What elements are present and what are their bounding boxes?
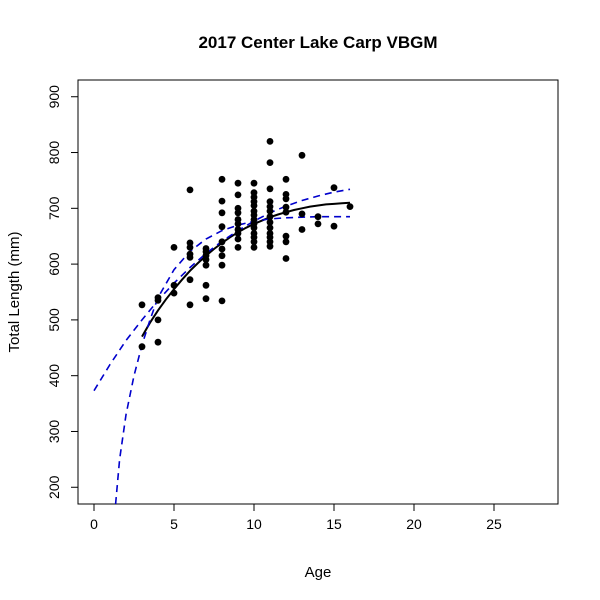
- data-point: [282, 238, 290, 246]
- data-point: [282, 203, 290, 211]
- data-point: [138, 301, 146, 309]
- chart-title: 2017 Center Lake Carp VBGM: [198, 33, 437, 52]
- data-point: [218, 261, 226, 269]
- x-tick-label: 20: [406, 516, 422, 532]
- data-point: [314, 213, 322, 221]
- data-point: [154, 316, 162, 324]
- data-point: [202, 281, 210, 289]
- y-tick-label: 200: [46, 475, 62, 499]
- data-point: [218, 245, 226, 253]
- y-tick-label: 800: [46, 141, 62, 165]
- data-point: [138, 343, 146, 351]
- data-point: [250, 224, 258, 232]
- x-tick-label: 5: [170, 516, 178, 532]
- data-point: [250, 202, 258, 209]
- data-point: [234, 191, 242, 199]
- data-point: [186, 254, 194, 261]
- y-tick-label: 300: [46, 420, 62, 444]
- data-point: [282, 208, 290, 216]
- confidence-band-1: [93, 188, 351, 392]
- data-point: [266, 138, 274, 145]
- data-point: [170, 289, 178, 297]
- y-tick-label: 500: [46, 308, 62, 332]
- data-point: [186, 276, 194, 284]
- confidence-band-2: [114, 215, 350, 504]
- data-point: [266, 185, 274, 193]
- data-point: [218, 297, 226, 305]
- data-point: [202, 256, 210, 263]
- data-point: [186, 244, 194, 251]
- data-point: [282, 255, 290, 262]
- data-point: [330, 222, 338, 230]
- data-point: [266, 198, 274, 206]
- data-point: [154, 338, 162, 346]
- data-point: [234, 235, 242, 243]
- fit-curves: [93, 188, 351, 504]
- data-point: [186, 301, 194, 309]
- data-point: [314, 220, 322, 228]
- data-point: [218, 175, 226, 183]
- data-point: [298, 226, 306, 233]
- y-axis-label: Total Length (mm): [6, 232, 23, 353]
- data-point: [234, 220, 242, 228]
- plot-frame: [77, 79, 559, 505]
- x-tick-label: 15: [326, 516, 342, 532]
- data-point: [298, 210, 306, 218]
- x-axis: 0 5 10 15 20 25: [90, 503, 502, 532]
- data-point: [250, 179, 258, 187]
- y-tick-label: 600: [46, 252, 62, 276]
- data-point: [266, 159, 274, 167]
- data-point: [218, 252, 226, 260]
- x-tick-label: 25: [486, 516, 502, 532]
- data-point: [186, 186, 194, 194]
- data-point: [330, 184, 338, 192]
- data-points: [138, 138, 354, 351]
- data-point: [234, 244, 242, 251]
- data-point: [266, 213, 274, 221]
- data-point: [298, 151, 306, 159]
- data-point: [218, 223, 226, 231]
- y-tick-label: 900: [46, 85, 62, 109]
- data-point: [202, 261, 210, 269]
- x-tick-label: 10: [246, 516, 262, 532]
- data-point: [234, 209, 242, 217]
- data-point: [202, 295, 210, 303]
- data-point: [250, 238, 258, 246]
- x-tick-label: 0: [90, 516, 98, 532]
- x-axis-label: Age: [305, 564, 332, 581]
- data-point: [266, 224, 274, 232]
- data-point: [234, 230, 242, 237]
- data-point: [266, 242, 274, 250]
- data-point: [282, 195, 290, 203]
- data-point: [266, 207, 274, 215]
- y-tick-label: 400: [46, 364, 62, 388]
- y-tick-label: 700: [46, 196, 62, 220]
- data-point: [170, 281, 178, 289]
- data-point: [282, 175, 290, 183]
- data-point: [154, 297, 162, 304]
- data-point: [234, 179, 242, 187]
- data-point: [266, 218, 274, 226]
- y-axis: 200 300 400 500 600 700 800 900: [46, 85, 79, 499]
- data-point: [218, 197, 226, 205]
- data-point: [218, 238, 226, 246]
- data-point: [250, 244, 258, 251]
- data-point: [282, 232, 290, 240]
- data-point: [170, 244, 178, 251]
- data-point: [218, 209, 226, 217]
- data-point: [346, 203, 354, 211]
